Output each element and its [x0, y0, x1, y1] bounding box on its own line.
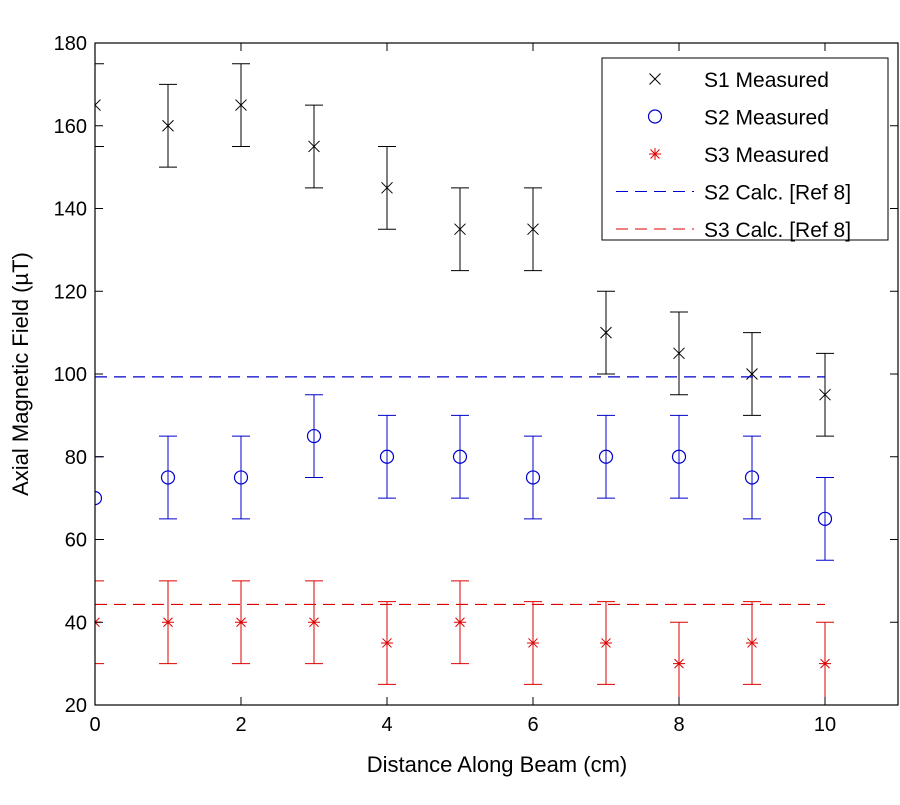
legend-label: S3 Measured: [704, 144, 829, 167]
x-marker: [235, 99, 247, 111]
star-marker: [381, 636, 393, 649]
y-tick-label: 80: [65, 447, 87, 469]
star-marker: [746, 636, 758, 649]
circle-marker: [598, 449, 614, 464]
x-tick-label: 10: [814, 714, 836, 736]
star-marker: [673, 657, 685, 670]
y-tick-label: 160: [54, 116, 87, 138]
y-tick-label: 40: [65, 612, 87, 634]
star-marker: [600, 636, 612, 649]
circle-marker: [671, 449, 687, 464]
x-marker: [308, 140, 320, 153]
y-tick-label: 100: [54, 364, 87, 386]
y-tick-label: 180: [54, 33, 87, 55]
legend-label: S1 Measured: [704, 69, 829, 92]
legend-box: [601, 57, 889, 241]
legend: S1 Measured S2 Measured S3 Measured S2 Calc…: [601, 57, 889, 242]
plot-area: [95, 63, 834, 705]
x-marker: [95, 99, 101, 111]
circle-marker: [744, 470, 760, 485]
legend-label: S2 Calc. [Ref 8]: [704, 182, 851, 205]
circle-marker: [647, 109, 663, 124]
y-tick-label: 140: [54, 199, 87, 221]
star-marker: [162, 616, 174, 629]
x-tick-label: 0: [89, 714, 100, 736]
circle-marker: [817, 511, 833, 526]
x-tick-label: 2: [235, 714, 246, 736]
star-marker: [527, 636, 539, 649]
circle-marker: [452, 449, 468, 464]
x-tick-label: 6: [527, 714, 538, 736]
x-marker: [527, 223, 539, 236]
x-tick-label: 8: [673, 714, 684, 736]
star-marker: [235, 616, 247, 629]
x-marker: [600, 326, 612, 339]
x-marker: [649, 73, 661, 85]
x-axis-label: Distance Along Beam (cm): [367, 752, 627, 777]
circle-marker: [160, 470, 176, 485]
x-marker: [673, 347, 685, 360]
y-tick-label: 20: [65, 695, 87, 717]
circle-marker: [95, 491, 103, 506]
circle-marker: [379, 449, 395, 464]
x-marker: [381, 181, 393, 194]
circle-marker: [233, 470, 249, 485]
x-marker: [162, 119, 174, 132]
y-tick-label: 120: [54, 281, 87, 303]
y-tick-label: 60: [65, 530, 87, 552]
star-marker: [819, 657, 831, 670]
x-marker: [819, 388, 831, 401]
x-marker: [454, 223, 466, 236]
star-marker: [308, 616, 320, 629]
circle-marker: [306, 428, 322, 444]
star-marker: [454, 616, 466, 629]
legend-label: S2 Measured: [704, 107, 829, 130]
circle-marker: [525, 470, 541, 485]
legend-label: S3 Calc. [Ref 8]: [704, 219, 851, 242]
star-marker: [649, 148, 661, 160]
x-tick-label: 4: [381, 714, 392, 736]
y-axis-label: Axial Magnetic Field (µT): [8, 252, 33, 496]
x-marker: [746, 368, 758, 380]
